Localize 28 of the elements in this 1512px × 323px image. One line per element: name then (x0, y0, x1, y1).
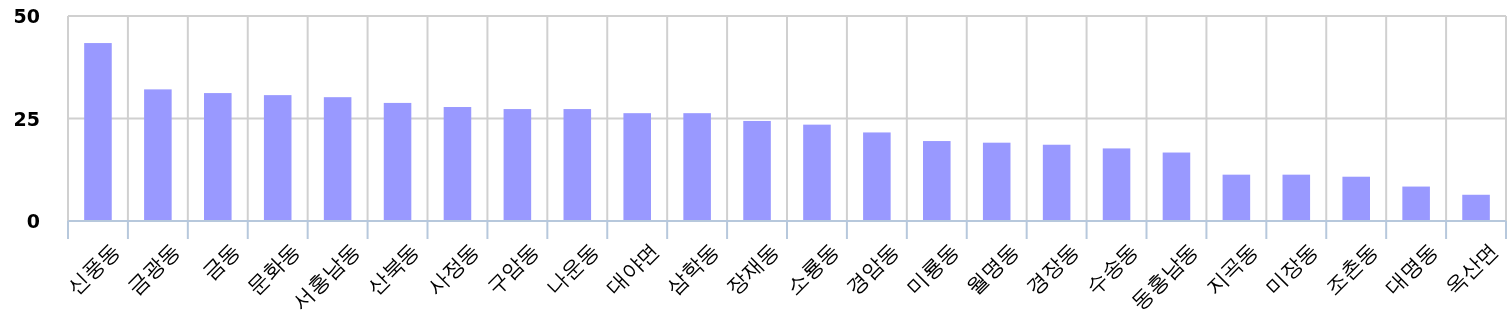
bar (1162, 152, 1191, 221)
y-tick-label: 25 (13, 107, 40, 130)
bar (443, 107, 472, 221)
bar (683, 113, 711, 221)
bar (503, 109, 532, 221)
bar (1462, 194, 1490, 221)
bar (803, 124, 831, 221)
x-tick-label: 금동 (197, 238, 245, 285)
bar (982, 142, 1011, 221)
bar (563, 109, 592, 221)
bar (263, 95, 292, 221)
bar (84, 43, 112, 221)
bar (144, 89, 172, 221)
bar (863, 132, 891, 221)
bar (1282, 174, 1311, 221)
bar (1342, 176, 1370, 221)
bar (1102, 148, 1131, 221)
bar (204, 93, 232, 221)
y-tick-label: 50 (13, 5, 40, 27)
bar (1402, 186, 1430, 221)
y-tick-label: 0 (26, 210, 40, 232)
bar (1222, 174, 1251, 221)
bar (623, 113, 651, 221)
bar (743, 120, 771, 221)
bar (923, 141, 951, 221)
bar (1042, 144, 1071, 221)
bar (323, 97, 352, 221)
bar (383, 102, 412, 221)
